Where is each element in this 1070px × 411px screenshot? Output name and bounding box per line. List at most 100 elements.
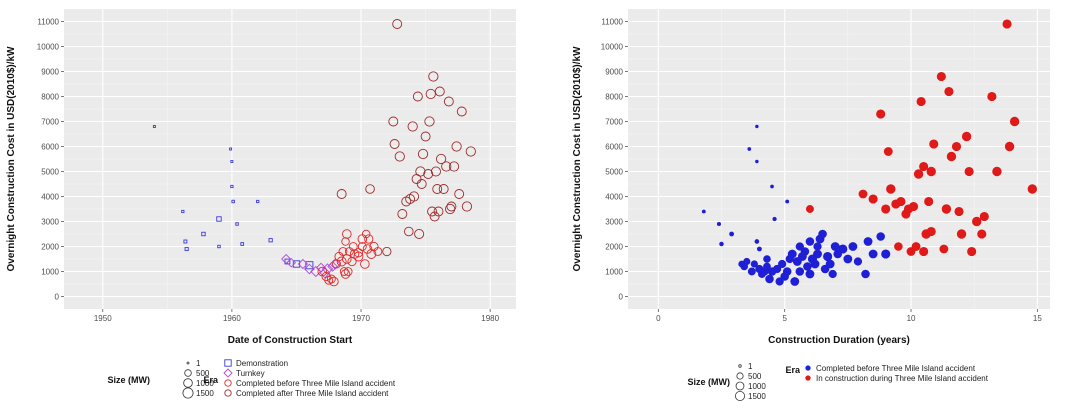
data-point [1003,20,1011,28]
data-point [720,242,724,246]
era-legend-key [225,390,231,396]
data-point [968,247,976,255]
era-legend-label: In construction during Three Mile Island… [816,374,989,383]
era-legend-label: Completed before Three Mile Island accid… [236,379,396,388]
data-point [914,170,922,178]
data-point [849,243,857,251]
data-point [783,268,791,276]
data-point [988,92,996,100]
size-legend-key [183,388,193,398]
data-point [1028,185,1036,193]
y-tick-label: 3000 [605,218,623,227]
data-point [993,167,1001,175]
data-point [788,250,796,258]
x-axis-title: Construction Duration (years) [768,335,910,346]
y-tick-label: 10000 [37,43,60,52]
era-legend-key [806,376,810,380]
data-point [978,230,986,238]
size-legend: Size (MW) 150010001500 [108,359,215,398]
data-point [786,200,789,203]
data-point [756,125,759,128]
data-point [942,205,950,213]
x-tick-label: 1970 [352,314,370,323]
data-point [859,190,867,198]
x-axis-title: Date of Construction Start [228,335,353,346]
data-point [804,263,812,271]
data-point [806,205,813,212]
data-point [778,260,785,267]
data-point [773,217,776,220]
y-tick-label: 7000 [41,118,59,127]
size-legend-key [739,365,742,368]
data-point [757,247,761,251]
data-point [927,227,935,235]
data-point [806,238,814,246]
data-point [897,197,905,205]
data-point [1005,142,1013,150]
data-point [814,243,821,250]
data-point [796,243,803,250]
y-tick-label: 11000 [601,18,623,27]
data-point [895,243,903,251]
y-tick-label: 5000 [41,168,59,177]
data-point [831,243,839,251]
data-point [702,210,705,213]
size-legend-label: 500 [748,372,762,381]
size-legend-label: 1500 [196,389,214,398]
data-point [945,87,953,95]
data-point [917,97,925,105]
data-point [869,250,877,258]
data-point [937,72,945,80]
size-legend-label: 1 [748,362,753,371]
size-legend-title: Size (MW) [688,377,731,387]
era-legend-key [225,360,231,366]
size-legend-label: 1000 [748,382,766,391]
data-point [884,148,892,156]
size-legend: Size (MW) 150010001500 [688,362,767,401]
data-point [730,232,734,236]
data-point [826,260,834,268]
data-point [819,230,827,238]
data-point [877,233,885,241]
data-point [844,255,852,263]
size-legend-key [185,370,192,377]
data-point [980,212,988,220]
era-legend-title: Era [785,365,801,375]
data-point [925,197,933,205]
era-legend-key [225,380,231,386]
data-point [912,243,920,251]
data-point [887,185,895,193]
data-point [811,260,819,268]
x-tick-label: 15 [1033,314,1042,323]
y-tick-label: 9000 [605,68,623,77]
data-point [869,195,877,203]
data-point [766,275,774,283]
data-point [920,162,928,170]
y-tick-label: 10000 [601,43,624,52]
data-point [756,160,759,163]
y-tick-label: 0 [55,293,60,302]
y-tick-label: 6000 [605,143,623,152]
y-tick-label: 8000 [605,93,623,102]
size-legend-label: 1 [196,359,201,368]
data-point [909,202,917,210]
data-point [862,270,870,278]
era-legend: Era Completed before Three Mile Island a… [785,364,988,383]
data-point [824,252,832,260]
data-point [957,230,965,238]
size-legend-key [184,379,193,388]
y-axis-title: Overnight Construction Cost in USD(2010$… [572,46,583,272]
x-tick-label: 1960 [223,314,241,323]
data-point [864,238,872,246]
scatter-chart-start-date: 0 1000 2000 3000 4000 5000 6000 7000 8000 9000 100… [6,9,516,398]
data-point [882,205,890,213]
y-axis-title: Overnight Construction Cost in USD(2010$… [6,46,17,272]
data-point [744,258,750,264]
size-legend-key [737,373,743,379]
data-point [947,152,955,160]
y-tick-label: 11000 [37,18,59,27]
data-point [796,268,804,276]
x-tick-label: 1980 [481,314,499,323]
y-tick-label: 7000 [605,118,623,127]
